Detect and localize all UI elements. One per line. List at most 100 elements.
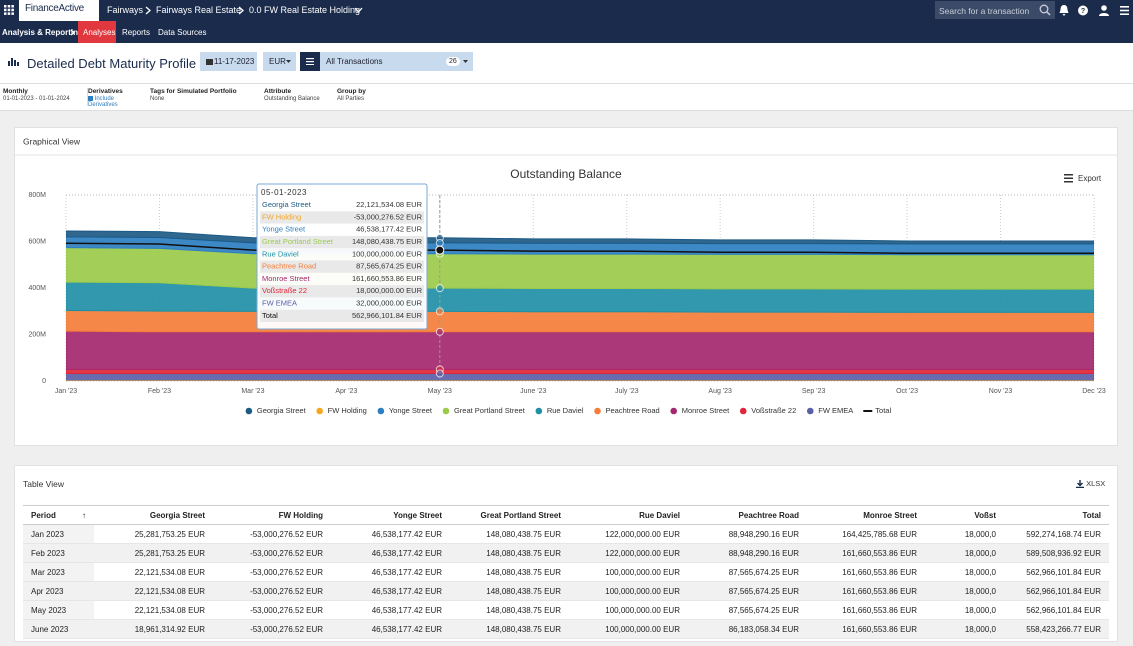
checkbox[interactable] bbox=[88, 96, 93, 101]
y-tick-label: 200M bbox=[28, 331, 46, 338]
nav-item: Analyses bbox=[83, 28, 115, 37]
table-cell: 46,538,177.42 EUR bbox=[331, 620, 450, 639]
table-cell: 46,538,177.42 EUR bbox=[331, 582, 450, 601]
x-tick-label: July '23 bbox=[615, 388, 639, 395]
table-row: Mar 202322,121,534.08 EUR-53,000,276.52 … bbox=[23, 563, 1109, 582]
chevron bbox=[238, 6, 244, 15]
legend-symbol bbox=[670, 408, 677, 415]
column-header[interactable]: Great Portland Street bbox=[450, 506, 569, 525]
y-tick-label: 800M bbox=[28, 192, 46, 199]
table-cell: May 2023 bbox=[23, 601, 94, 620]
tooltip-value: 562,966,101.84 EUR bbox=[352, 311, 423, 320]
transaction-select[interactable]: All Transactions 26 bbox=[320, 52, 473, 71]
table-cell: 164,425,785.68 EUR bbox=[807, 525, 925, 544]
list-button[interactable] bbox=[300, 52, 320, 71]
sort-arrow[interactable]: ↑ bbox=[82, 511, 86, 520]
download-label: XLSX bbox=[1086, 479, 1105, 488]
bell-icon[interactable] bbox=[1060, 5, 1069, 16]
column-header[interactable]: Peachtree Road bbox=[688, 506, 807, 525]
column-header[interactable]: Rue Daviel bbox=[569, 506, 688, 525]
x-tick-label: Jan '23 bbox=[55, 388, 77, 395]
table-cell: 148,080,438.75 EUR bbox=[450, 582, 569, 601]
search-box[interactable]: Search for a transaction bbox=[935, 1, 1055, 19]
tooltip-value: 87,565,674.25 EUR bbox=[356, 262, 422, 271]
table-cell: 100,000,000.00 EUR bbox=[569, 620, 688, 639]
legend-item[interactable]: FW EMEA bbox=[807, 406, 853, 415]
brand[interactable]: FinanceActive bbox=[25, 3, 84, 14]
table-cell: 562,966,101.84 EUR bbox=[1004, 582, 1109, 601]
table-row: May 202322,121,534.08 EUR-53,000,276.52 … bbox=[23, 601, 1109, 620]
tooltip-name: Total bbox=[262, 311, 278, 320]
legend-item[interactable]: Peachtree Road bbox=[594, 406, 660, 415]
search-icon[interactable] bbox=[1039, 4, 1051, 16]
currency-select[interactable]: EUR bbox=[263, 52, 296, 71]
page-header: Detailed Debt Maturity Profile 11-17-202… bbox=[0, 43, 1133, 83]
date-picker[interactable]: 11-17-2023 bbox=[200, 52, 257, 71]
legend-symbol bbox=[807, 408, 814, 415]
column-header[interactable]: Georgia Street bbox=[94, 506, 213, 525]
filter[interactable]: Derivatives Include Derivatives bbox=[87, 88, 148, 106]
column-header[interactable]: Period↑ bbox=[23, 506, 94, 525]
legend-item[interactable]: Great Portland Street bbox=[443, 406, 526, 415]
legend-symbol bbox=[536, 408, 543, 415]
filter[interactable]: Group byAll Parties bbox=[337, 88, 377, 106]
legend-item[interactable]: Total bbox=[863, 406, 891, 415]
legend: Georgia Street FW Holding Yonge Street Grea… bbox=[246, 406, 892, 415]
menu-icon[interactable] bbox=[1120, 6, 1129, 15]
currency-value: EUR bbox=[269, 52, 286, 71]
table-cell: 86,183,058.34 EUR bbox=[688, 620, 807, 639]
table-cell: -53,000,276.52 EUR bbox=[213, 620, 331, 639]
legend-item[interactable]: Georgia Street bbox=[246, 406, 307, 415]
legend-item[interactable]: FW Holding bbox=[316, 406, 366, 415]
filter[interactable]: Monthly01-01-2023 - 01-01-2024 bbox=[3, 88, 85, 106]
download-button[interactable]: XLSX bbox=[1076, 479, 1105, 488]
x-tick-label: Aug '23 bbox=[708, 388, 732, 395]
filter[interactable]: Tags for Simulated PortfolioNone bbox=[150, 88, 260, 106]
legend-item[interactable]: Rue Daviel bbox=[536, 406, 584, 415]
legend-symbol bbox=[378, 408, 385, 415]
table-cell: 46,538,177.42 EUR bbox=[331, 563, 450, 582]
filter-value: Outstanding Balance bbox=[264, 96, 328, 102]
panel-title: Graphical View bbox=[23, 136, 81, 146]
apps-icon[interactable] bbox=[4, 5, 14, 15]
column-header[interactable]: Total bbox=[1004, 506, 1109, 525]
hover-marker bbox=[436, 370, 443, 377]
breadcrumb[interactable]: 0.0 FW Real Estate Holding bbox=[249, 5, 360, 15]
legend-label: Yonge Street bbox=[389, 406, 433, 415]
breadcrumb[interactable]: Fairways bbox=[107, 5, 143, 15]
dropdown-caret[interactable] bbox=[354, 7, 363, 14]
area bbox=[66, 374, 1094, 381]
filter-label: Tags for Simulated Portfolio bbox=[150, 88, 254, 95]
active-tab[interactable]: Analyses bbox=[78, 21, 116, 43]
table-cell: 100,000,000.00 EUR bbox=[569, 601, 688, 620]
nav-item[interactable]: Reports bbox=[122, 28, 150, 37]
tooltip-value: 32,000,000.00 EUR bbox=[356, 299, 422, 308]
area bbox=[66, 381, 1094, 393]
table-cell: 88,948,290.16 EUR bbox=[688, 544, 807, 563]
column-header[interactable]: Voßst bbox=[925, 506, 1004, 525]
legend-label: FW EMEA bbox=[818, 406, 853, 415]
breadcrumb[interactable]: Fairways Real Estate bbox=[156, 5, 241, 15]
legend-item[interactable]: Monroe Street bbox=[670, 406, 730, 415]
table-cell: 100,000,000.00 EUR bbox=[569, 563, 688, 582]
column-header[interactable]: Yonge Street bbox=[331, 506, 450, 525]
legend-item[interactable]: Yonge Street bbox=[378, 406, 433, 415]
table-cell: 18,000,0 bbox=[925, 525, 1004, 544]
column-header[interactable]: FW Holding bbox=[213, 506, 331, 525]
nav-item[interactable]: Data Sources bbox=[158, 28, 206, 37]
tooltip-name: FW Holding bbox=[262, 212, 301, 221]
table-cell: Apr 2023 bbox=[23, 582, 94, 601]
caret bbox=[286, 60, 291, 64]
export-button[interactable]: Export bbox=[1064, 174, 1102, 183]
legend-item[interactable]: Voßstraße 22 bbox=[740, 406, 796, 415]
tooltip-name: Peachtree Road bbox=[262, 262, 316, 271]
tooltip-name: Rue Daviel bbox=[262, 249, 299, 258]
user-icon[interactable] bbox=[1101, 5, 1107, 11]
tooltip-name: Great Portland Street bbox=[262, 237, 334, 246]
table-panel: Table View XLSX Period↑Georgia StreetFW … bbox=[14, 465, 1118, 642]
table-row: Jan 202325,281,753.25 EUR-53,000,276.52 … bbox=[23, 525, 1109, 544]
column-header[interactable]: Monroe Street bbox=[807, 506, 925, 525]
y-tick-label: 600M bbox=[28, 238, 46, 245]
filter[interactable]: AttributeOutstanding Balance bbox=[264, 88, 334, 106]
